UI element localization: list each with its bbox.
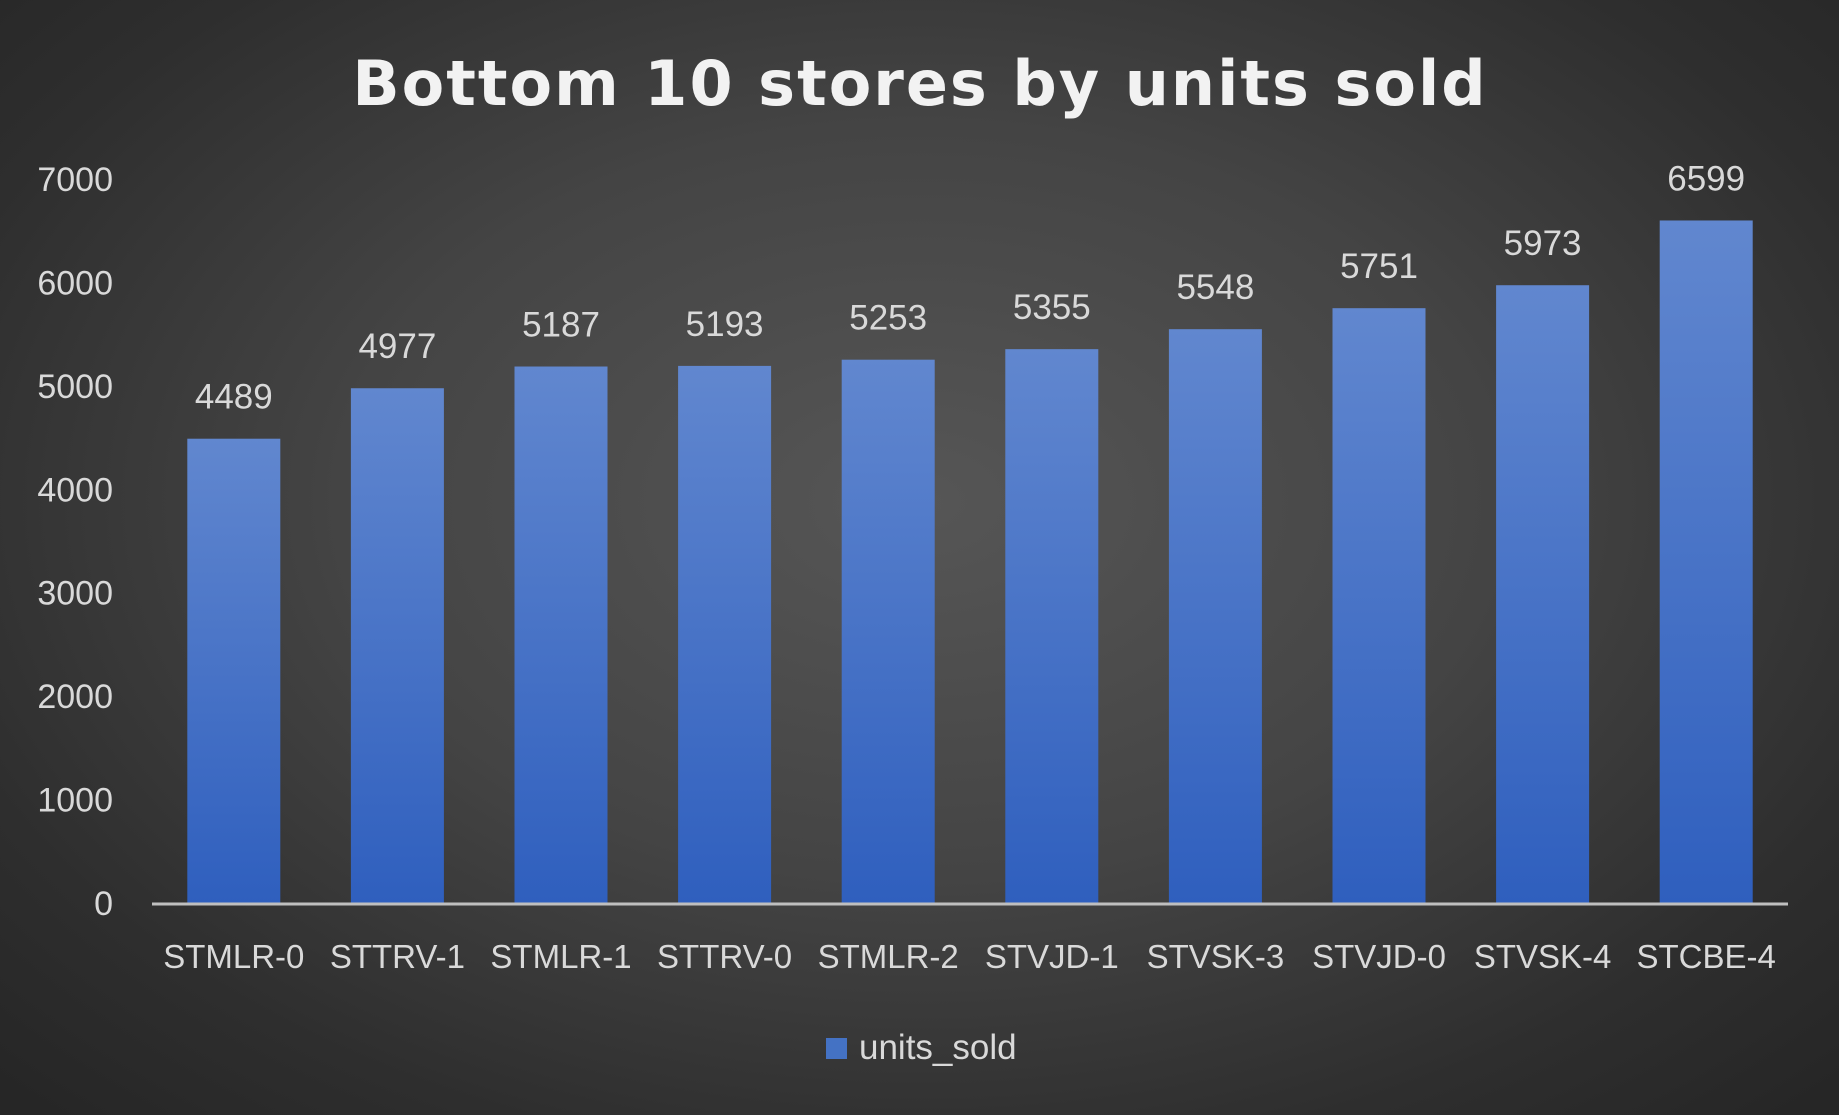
- bar: [1496, 285, 1590, 903]
- x-tick-label: STTRV-1: [330, 938, 465, 975]
- data-labels: 4489 4977 5187 5193 5253 5355 5548 5751 5973 6599: [195, 159, 1745, 416]
- data-label: 4977: [358, 327, 436, 366]
- y-tick-label: 0: [94, 885, 113, 923]
- y-axis: 0 1000 2000 3000 4000 5000 6000 7000: [37, 161, 113, 923]
- bar: [678, 365, 772, 904]
- y-tick-label: 1000: [37, 782, 113, 820]
- y-tick-label: 2000: [37, 678, 113, 716]
- bar: [1659, 220, 1753, 903]
- data-label: 5548: [1176, 268, 1254, 307]
- y-tick-label: 3000: [37, 575, 113, 613]
- data-label: 4489: [195, 378, 273, 417]
- bar: [350, 388, 444, 904]
- bars: [187, 220, 1753, 904]
- legend-swatch: [826, 1038, 847, 1059]
- x-tick-label: STMLR-0: [163, 938, 304, 975]
- legend-label: units_sold: [859, 1028, 1017, 1067]
- data-label: 5253: [849, 299, 927, 338]
- bar: [1005, 349, 1099, 903]
- bar: [187, 438, 281, 903]
- bar: [514, 366, 608, 903]
- data-label: 5355: [1013, 288, 1091, 327]
- x-tick-label: STVJD-0: [1312, 938, 1446, 975]
- data-label: 6599: [1667, 159, 1745, 198]
- x-tick-label: STVJD-1: [985, 938, 1119, 975]
- y-tick-label: 5000: [37, 368, 113, 406]
- chart-title: Bottom 10 stores by units sold: [352, 47, 1487, 120]
- x-axis: STMLR-0 STTRV-1 STMLR-1 STTRV-0 STMLR-2 STVJD…: [152, 902, 1788, 975]
- x-tick-label: STMLR-1: [490, 938, 631, 975]
- x-tick-label: STTRV-0: [657, 938, 792, 975]
- x-tick-label: STMLR-2: [818, 938, 959, 975]
- data-label: 5751: [1340, 247, 1418, 286]
- x-tick-label: STVSK-3: [1147, 938, 1285, 975]
- data-label: 5973: [1504, 224, 1582, 263]
- y-tick-label: 6000: [37, 264, 113, 302]
- y-tick-label: 4000: [37, 471, 113, 509]
- data-label: 5193: [686, 305, 764, 344]
- bar: [1168, 329, 1262, 903]
- bar: [841, 359, 935, 904]
- x-tick-label: STCBE-4: [1637, 938, 1776, 975]
- legend: units_sold: [826, 1028, 1017, 1067]
- x-tick-label: STVSK-4: [1474, 938, 1612, 975]
- data-label: 5187: [522, 306, 600, 345]
- y-tick-label: 7000: [37, 161, 113, 199]
- bar: [1332, 308, 1426, 904]
